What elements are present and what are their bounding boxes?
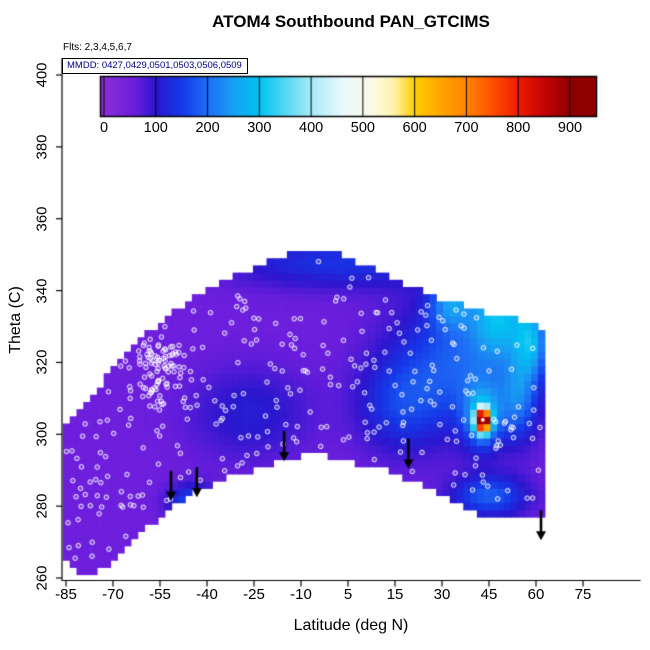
y-tick-label: 260 <box>33 565 51 591</box>
x-tick-label: 5 <box>343 586 353 603</box>
colorbar-tick-label: 700 <box>454 120 479 136</box>
x-tick-label: 75 <box>574 586 592 603</box>
colorbar-tick-label: 200 <box>195 120 220 136</box>
x-tick-label: 60 <box>527 586 545 603</box>
colorbar-tick-label: 500 <box>350 120 375 136</box>
y-tick-label: 380 <box>33 134 51 160</box>
x-tick-label: -40 <box>196 586 218 603</box>
y-tick-label: 340 <box>33 278 51 304</box>
flights-note: Flts: 2,3,4,5,6,7 <box>63 42 132 53</box>
x-tick-label: -10 <box>290 586 312 603</box>
chart-title: ATOM4 Southbound PAN_GTCIMS <box>212 12 490 31</box>
y-tick-label: 280 <box>33 493 51 519</box>
colorbar-tick-label: 800 <box>506 120 531 136</box>
x-tick-label: -25 <box>243 586 265 603</box>
y-axis-title: Theta (C) <box>7 286 24 354</box>
x-tick-label: 15 <box>386 586 404 603</box>
mmdd-legend: MMDD: 0427,0429,0501,0503,0506,0509 <box>62 58 248 74</box>
colorbar-tick-label: 400 <box>299 120 324 136</box>
x-tick-label: 30 <box>433 586 451 603</box>
mmdd-legend-text: MMDD: 0427,0429,0501,0503,0506,0509 <box>67 60 242 71</box>
x-tick-label: -85 <box>55 586 77 603</box>
y-tick-label: 360 <box>33 206 51 232</box>
colorbar-tick-label: 600 <box>402 120 427 136</box>
x-tick-label: 45 <box>480 586 498 603</box>
colorbar-tick-label: 300 <box>247 120 272 136</box>
y-tick-label: 400 <box>33 62 51 88</box>
colorbar-tick-label: 900 <box>557 120 583 136</box>
y-tick-label: 300 <box>33 421 51 447</box>
x-tick-label: -70 <box>102 586 124 603</box>
colorbar-tick-label: 0 <box>99 120 109 136</box>
colorbar-tick-label: 100 <box>143 120 168 136</box>
x-axis-title: Latitude (deg N) <box>293 617 409 634</box>
y-tick-label: 320 <box>33 349 51 375</box>
x-tick-label: -55 <box>149 586 171 603</box>
